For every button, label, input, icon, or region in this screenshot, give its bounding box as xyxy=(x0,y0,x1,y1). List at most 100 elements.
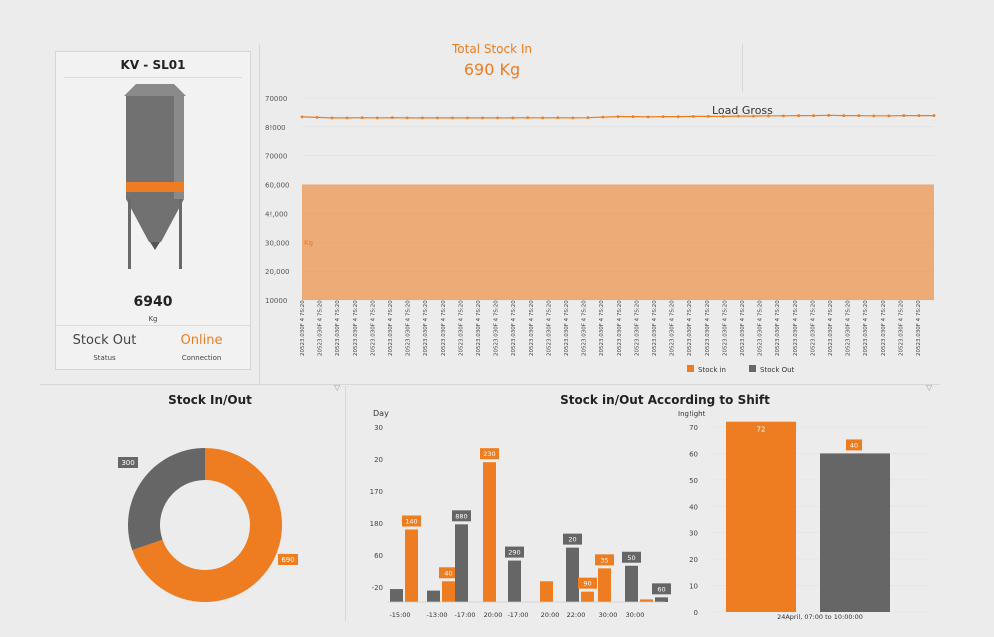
day-x-tick: 30:00 xyxy=(599,611,618,619)
day-y-tick: 30 xyxy=(374,424,383,432)
silo-weight-value: 6940 xyxy=(133,294,173,310)
load-gross-chart[interactable]: 70000 8!000 70000 60,000 4!,000 30,000 20,000 1… xyxy=(262,90,952,380)
x-tick-label: 20523.030F 4 7S:20 xyxy=(370,300,376,356)
night-y-tick: 30 xyxy=(689,530,698,538)
x-tick-label: 20523.030F 4 7S:20 xyxy=(740,300,746,356)
x-tick-label: 20523.030F 4 7S:20 xyxy=(652,300,658,356)
stock-in-out-donut[interactable]: 690 300 xyxy=(110,430,310,610)
load-point xyxy=(586,116,590,120)
bar-label: 230 xyxy=(483,450,495,458)
y-tick-label: 70000 xyxy=(265,153,287,161)
load-point xyxy=(481,116,484,120)
night-label: Ing!ight xyxy=(678,410,706,418)
bar-label: 20 xyxy=(568,536,576,544)
load-point xyxy=(827,113,831,117)
bar-label: 90 xyxy=(583,580,591,588)
x-tick-label: 20523.030F 4 7S:20 xyxy=(476,300,482,356)
shift-bar-chart[interactable]: Day 30 20 170 180 60 -20 140 -15:00 40 -13:00 880 -1… xyxy=(350,405,950,627)
day-bar xyxy=(581,591,594,602)
donut-title: Stock In/Out xyxy=(168,393,252,407)
silo-card[interactable]: KV - SL01 6940 Kg Stock Out Status Onlin… xyxy=(55,51,251,370)
y-tick-label: 8!000 xyxy=(265,124,286,132)
x-tick-label: 20523.030F 4 7S:20 xyxy=(863,300,869,356)
load-point xyxy=(932,114,936,117)
load-point xyxy=(902,114,906,117)
day-bar xyxy=(455,524,468,602)
day-x-tick: -17:00 xyxy=(454,611,475,619)
load-point xyxy=(646,115,650,119)
load-point xyxy=(300,115,304,119)
load-point xyxy=(691,114,695,118)
load-point xyxy=(842,114,846,117)
bar-label-box xyxy=(480,448,499,460)
x-tick-label: 20523.030F 4 7S:20 xyxy=(353,300,359,356)
load-point xyxy=(466,116,469,120)
x-tick-label: 20523.030F 4 7S:20 xyxy=(722,300,728,356)
bar-label: 140 xyxy=(405,518,417,526)
load-point xyxy=(812,114,816,117)
day-y-tick: 170 xyxy=(370,488,383,496)
day-x-tick: 20:00 xyxy=(484,611,503,619)
silo-cone xyxy=(126,199,184,242)
y-tick-label: 70000 xyxy=(265,95,287,103)
x-tick-label: 20523.030F 4 7S:20 xyxy=(846,300,852,356)
x-tick-label: 20523.030F 4 7S:20 xyxy=(335,300,341,356)
night-y-tick: 40 xyxy=(689,503,698,511)
bar-label-box xyxy=(652,583,671,595)
bar-label: 880 xyxy=(455,512,467,520)
load-point xyxy=(405,116,409,120)
dropdown-triangle-icon[interactable]: ▽ xyxy=(926,383,933,392)
x-tick-label: 20523.030F 4 7S:20 xyxy=(916,300,922,356)
status-stat: Stock Out Status xyxy=(56,333,153,362)
divider xyxy=(345,386,346,621)
x-tick-label: 20523.030F 4 7S:20 xyxy=(898,300,904,356)
silo-roof xyxy=(124,84,186,96)
x-tick-label: 20523.030F 4 7S:20 xyxy=(406,300,412,356)
x-tick-label: 20523.030F 4 7S:20 xyxy=(318,300,324,356)
bar-label: 40 xyxy=(444,569,452,577)
load-point xyxy=(782,114,785,118)
day-x-tick: -17:00 xyxy=(507,611,528,619)
x-tick-label: 20523.030F 4 7S:20 xyxy=(758,300,764,356)
x-tick-label: 20523.030F 4 7S:20 xyxy=(634,300,640,356)
status-label: Status xyxy=(93,354,116,362)
load-point xyxy=(797,114,800,117)
day-x-tick: 30:00 xyxy=(626,611,645,619)
donut-label: 690 xyxy=(281,556,294,564)
day-bar xyxy=(655,597,668,602)
load-point xyxy=(541,116,545,120)
load-point xyxy=(315,116,319,119)
x-tick-label: 20523.030F 4 7S:20 xyxy=(705,300,711,356)
bar-label-box xyxy=(452,510,471,522)
x-tick-label: 20523.030F 4 7S:20 xyxy=(529,300,535,356)
x-tick-label: 20523.030F 4 7S:20 xyxy=(511,300,517,356)
x-tick-label: 20523.030F 4 7S:20 xyxy=(564,300,570,356)
load-point xyxy=(571,116,575,120)
day-bar xyxy=(390,589,403,602)
x-tick-label: 20523.030F 4 7S:20 xyxy=(494,300,500,356)
y-tick-label: 20,000 xyxy=(265,268,290,276)
day-bar xyxy=(442,581,455,602)
load-point xyxy=(345,116,349,120)
load-point xyxy=(390,116,394,120)
silo-leg-right xyxy=(179,199,182,269)
bar-label: 72 xyxy=(757,426,766,434)
day-label: Day xyxy=(373,409,389,418)
bar-label-box xyxy=(505,546,524,558)
y-tick-label: 4!,000 xyxy=(265,210,288,218)
day-y-tick: -20 xyxy=(372,584,383,592)
bar-label: 290 xyxy=(508,549,520,557)
silo-title: KV - SL01 xyxy=(120,58,186,72)
day-x-tick: 22:00 xyxy=(567,611,586,619)
dropdown-triangle-icon[interactable]: ▽ xyxy=(334,383,341,392)
load-point xyxy=(917,114,921,117)
silo-leg-left xyxy=(128,199,131,269)
area-label: Kg xyxy=(304,239,313,247)
day-y-tick: 20 xyxy=(374,456,383,464)
bar-label-box xyxy=(439,567,458,579)
connection-value: Online xyxy=(180,333,223,348)
divider xyxy=(64,77,242,78)
legend-swatch xyxy=(749,365,756,372)
day-bar xyxy=(483,462,496,602)
shift-chart-title: Stock in/Out According to Shift xyxy=(560,393,770,407)
